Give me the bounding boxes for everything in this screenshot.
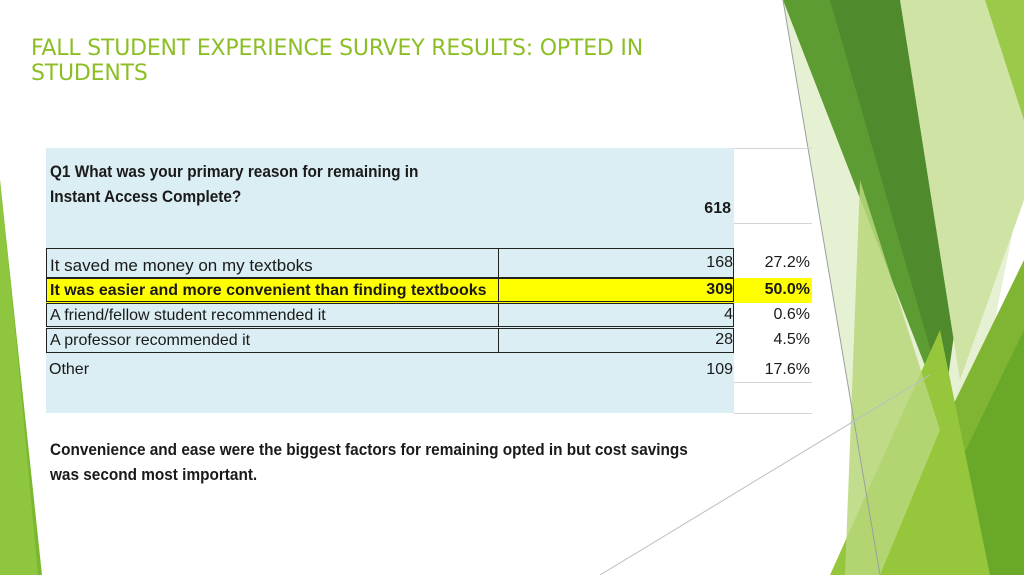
row-percent: 4.5% [773,331,810,348]
row-percent: 27.2% [764,254,810,271]
row-count: 309 [706,281,733,298]
row-count: 4 [724,306,733,323]
gridline [734,382,812,383]
row-label: A friend/fellow student recommended it [46,303,498,327]
total-responses: 618 [704,200,731,217]
row-count: 109 [706,361,733,378]
table-row: Other 109 17.6% [46,358,812,383]
row-cell [498,278,734,302]
survey-question: Q1 What was your primary reason for rema… [50,163,419,206]
conclusion-panel [46,413,734,487]
row-percent: 17.6% [764,361,810,378]
row-label: It was easier and more convenient than f… [46,278,498,302]
row-label: It saved me money on my textboks [46,248,498,278]
table-row: It saved me money on my textboks 168 27.… [46,248,812,278]
row-cell [498,303,734,327]
table-row: A professor recommended it 28 4.5% [46,328,812,353]
row-count: 168 [706,254,733,271]
table-row: A friend/fellow student recommended it 4… [46,303,812,328]
row-count: 28 [715,331,733,348]
slide-title: FALL STUDENT EXPERIENCE SURVEY RESULTS: … [31,36,643,86]
gridline [734,148,812,149]
conclusion-text: Convenience and ease were the biggest fa… [50,441,688,484]
row-label: A professor recommended it [46,328,498,353]
row-cell [498,248,734,278]
row-label: Other [49,361,90,378]
gridline [734,413,812,414]
table-row-highlighted: It was easier and more convenient than f… [46,278,812,303]
row-percent: 0.6% [773,306,810,323]
row-cell [498,328,734,353]
gridline [734,223,812,224]
row-percent: 50.0% [764,281,810,298]
